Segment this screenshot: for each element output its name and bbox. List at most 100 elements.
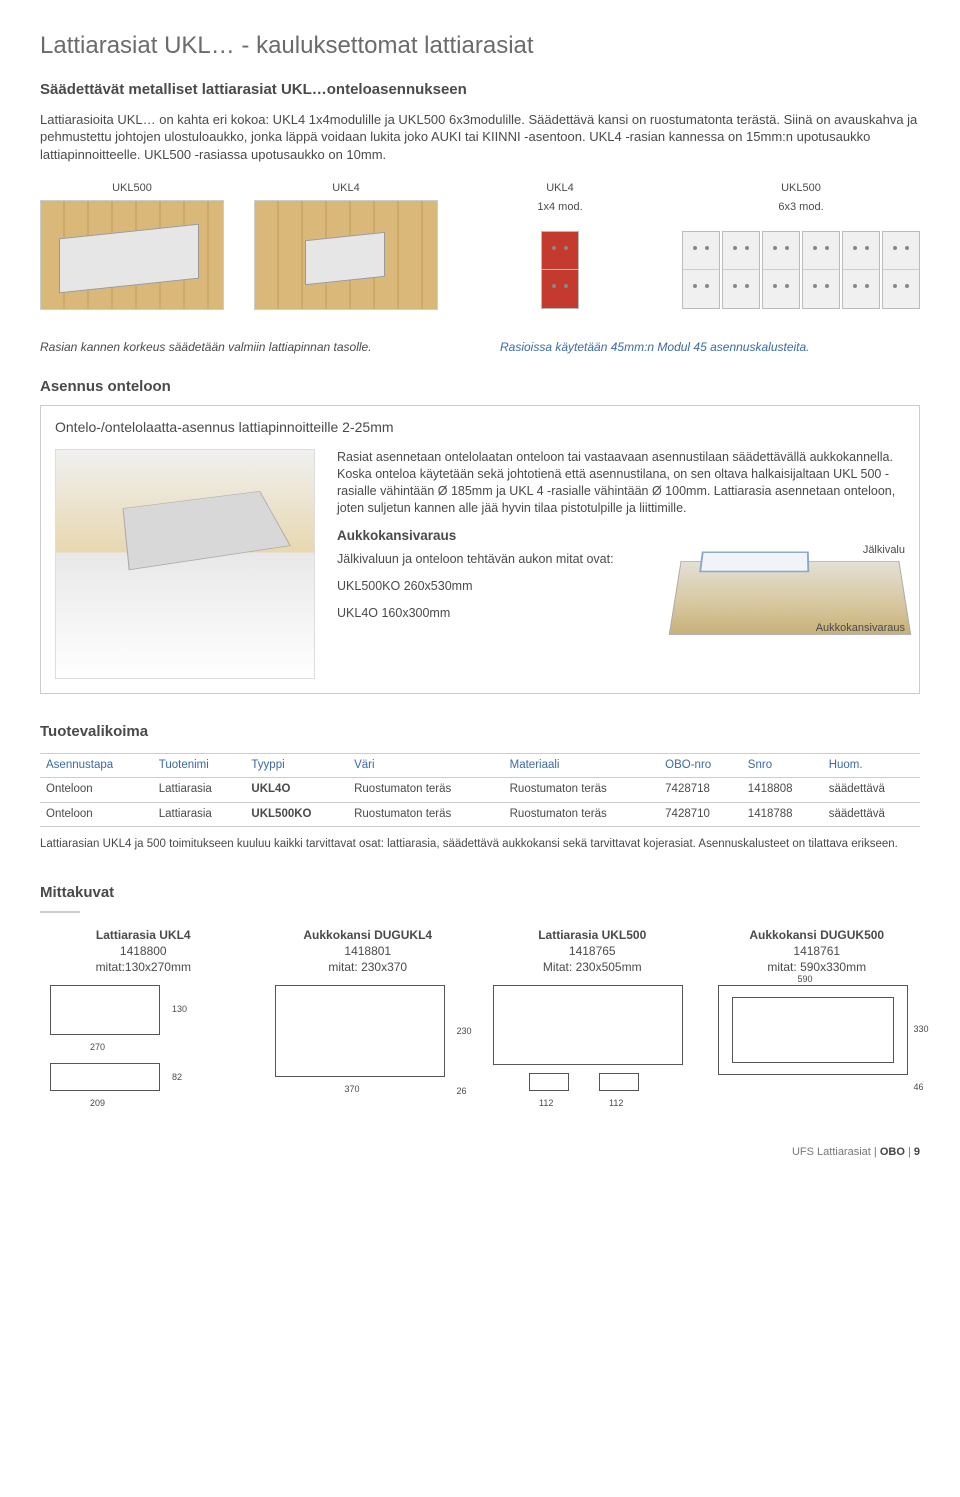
notes-row: Rasian kannen korkeus säädetään valmiin …: [40, 339, 920, 355]
callout-jalkivalu: Jälkivalu: [863, 543, 905, 558]
table-row: OnteloonLattiarasiaUKL500KORuostumaton t…: [40, 802, 920, 827]
mitta-num: 1418801: [265, 943, 472, 959]
table-header: Snro: [742, 753, 823, 778]
aukko-heading: Aukkokansivaraus: [337, 527, 905, 545]
mitta-num: 1418800: [40, 943, 247, 959]
aukko-dim2: UKL4O 160x300mm: [337, 605, 659, 622]
install-box: Ontelo-/ontelolaatta-asennus lattiapinno…: [40, 405, 920, 694]
product-sublabel: 1x4 mod.: [468, 200, 652, 215]
page-footer: UFS Lattiarasiat | OBO | 9: [40, 1145, 920, 1160]
table-cell: Lattiarasia: [153, 778, 246, 803]
table-cell: 7428710: [659, 802, 742, 827]
mitta-dim: Mitat: 230x505mm: [489, 959, 696, 975]
table-header: Väri: [348, 753, 504, 778]
product-image: [254, 200, 438, 310]
asennus-heading: Asennus onteloon: [40, 377, 920, 397]
mitta-title: Lattiarasia UKL500: [489, 927, 696, 943]
table-header: Tuotenimi: [153, 753, 246, 778]
mitta-dim: mitat: 590x330mm: [714, 959, 921, 975]
product-table: AsennustapaTuotenimiTyyppiVäriMateriaali…: [40, 753, 920, 828]
table-cell: 1418808: [742, 778, 823, 803]
mitta-title: Lattiarasia UKL4: [40, 927, 247, 943]
mitta-dim: mitat:130x270mm: [40, 959, 247, 975]
aukko-illustration: Jälkivalu Aukkokansivaraus: [675, 551, 905, 641]
mitta-num: 1418761: [714, 943, 921, 959]
tuote-section: Tuotevalikoima AsennustapaTuotenimiTyypp…: [40, 722, 920, 852]
callout-aukkokansi: Aukkokansivaraus: [816, 621, 905, 636]
dimension-label: 46: [914, 1081, 924, 1093]
dimension-drawing: 112112: [489, 985, 696, 1115]
aukko-dim1: UKL500KO 260x530mm: [337, 578, 659, 595]
dimension-label: 112: [539, 1097, 553, 1109]
delivery-note: Lattiarasian UKL4 ja 500 toimitukseen ku…: [40, 837, 920, 853]
table-header: Asennustapa: [40, 753, 153, 778]
note-right: Rasioissa käytetään 45mm:n Modul 45 asen…: [500, 339, 920, 355]
table-cell: 1418788: [742, 802, 823, 827]
dimension-label: 330: [914, 1023, 929, 1035]
aukko-text: Jälkivaluun ja onteloon tehtävän aukon m…: [337, 551, 659, 568]
table-header: Materiaali: [504, 753, 660, 778]
table-header: Tyyppi: [245, 753, 348, 778]
table-cell: Ruostumaton teräs: [348, 802, 504, 827]
table-cell: Onteloon: [40, 778, 153, 803]
product-label: UKL500: [682, 181, 920, 196]
mitta-num: 1418765: [489, 943, 696, 959]
table-header: Huom.: [823, 753, 920, 778]
mitta-title: Aukkokansi DUGUKL4: [265, 927, 472, 943]
product-ukl500: UKL500: [40, 181, 224, 325]
product-row: UKL500 UKL4 UKL4 1x4 mod. UKL500 6x3 mod…: [40, 181, 920, 325]
footer-left: UFS Lattiarasiat: [792, 1146, 871, 1158]
product-label: UKL500: [40, 181, 224, 196]
mitta-col: Lattiarasia UKL41418800mitat:130x270mm 13…: [40, 927, 247, 1116]
tuote-heading: Tuotevalikoima: [40, 722, 920, 742]
product-ukl4-mod: UKL4 1x4 mod.: [468, 181, 652, 325]
dimension-label: 130: [172, 1003, 187, 1015]
dimension-drawing: 59033046: [714, 985, 921, 1115]
product-label: UKL4: [254, 181, 438, 196]
divider: [40, 911, 80, 913]
dimension-label: 26: [457, 1085, 467, 1097]
sub-heading: Säädettävät metalliset lattiarasiat UKL……: [40, 80, 920, 100]
footer-brand: OBO: [880, 1146, 905, 1158]
product-image: [40, 200, 224, 310]
mitta-col: Aukkokansi DUGUK5001418761mitat: 590x330…: [714, 927, 921, 1116]
dimension-label: 270: [90, 1041, 105, 1053]
table-cell: säädettävä: [823, 802, 920, 827]
dimension-drawing: 130 270 82 209: [40, 985, 247, 1115]
table-cell: Onteloon: [40, 802, 153, 827]
dimension-label: 209: [90, 1097, 105, 1109]
mitta-section: Mittakuvat Lattiarasia UKL41418800mitat:…: [40, 883, 920, 1116]
table-cell: säädettävä: [823, 778, 920, 803]
dimension-label: 82: [172, 1071, 182, 1083]
module-image: [468, 215, 652, 325]
dimension-drawing: 230 370 26: [265, 985, 472, 1115]
table-cell: Lattiarasia: [153, 802, 246, 827]
note-left: Rasian kannen korkeus säädetään valmiin …: [40, 339, 460, 355]
table-row: OnteloonLattiarasiaUKL4ORuostumaton terä…: [40, 778, 920, 803]
module-image: [682, 215, 920, 325]
table-cell: Ruostumaton teräs: [348, 778, 504, 803]
dimension-label: 230: [457, 1025, 472, 1037]
product-ukl4: UKL4: [254, 181, 438, 325]
table-header: OBO-nro: [659, 753, 742, 778]
mitta-dim: mitat: 230x370: [265, 959, 472, 975]
footer-page: 9: [914, 1146, 920, 1158]
mitta-col: Aukkokansi DUGUKL41418801mitat: 230x370 2…: [265, 927, 472, 1116]
product-ukl500-mod: UKL500 6x3 mod.: [682, 181, 920, 325]
page-title: Lattiarasiat UKL… - kauluksettomat latti…: [40, 30, 920, 62]
table-cell: UKL4O: [245, 778, 348, 803]
product-sublabel: 6x3 mod.: [682, 200, 920, 215]
mitta-heading: Mittakuvat: [40, 883, 920, 903]
dimension-label: 370: [345, 1083, 360, 1095]
install-body: Rasiat asennetaan ontelolaatan onteloon …: [337, 449, 905, 517]
mitta-col: Lattiarasia UKL5001418765Mitat: 230x505m…: [489, 927, 696, 1116]
table-cell: Ruostumaton teräs: [504, 802, 660, 827]
table-header-row: AsennustapaTuotenimiTyyppiVäriMateriaali…: [40, 753, 920, 778]
table-cell: Ruostumaton teräs: [504, 778, 660, 803]
intro-paragraph: Lattiarasioita UKL… on kahta eri kokoa: …: [40, 111, 920, 164]
table-cell: 7428718: [659, 778, 742, 803]
dimension-label: 590: [798, 973, 813, 985]
install-illustration: [55, 449, 315, 679]
install-title: Ontelo-/ontelolaatta-asennus lattiapinno…: [55, 418, 905, 437]
install-text: Rasiat asennetaan ontelolaatan onteloon …: [337, 449, 905, 679]
